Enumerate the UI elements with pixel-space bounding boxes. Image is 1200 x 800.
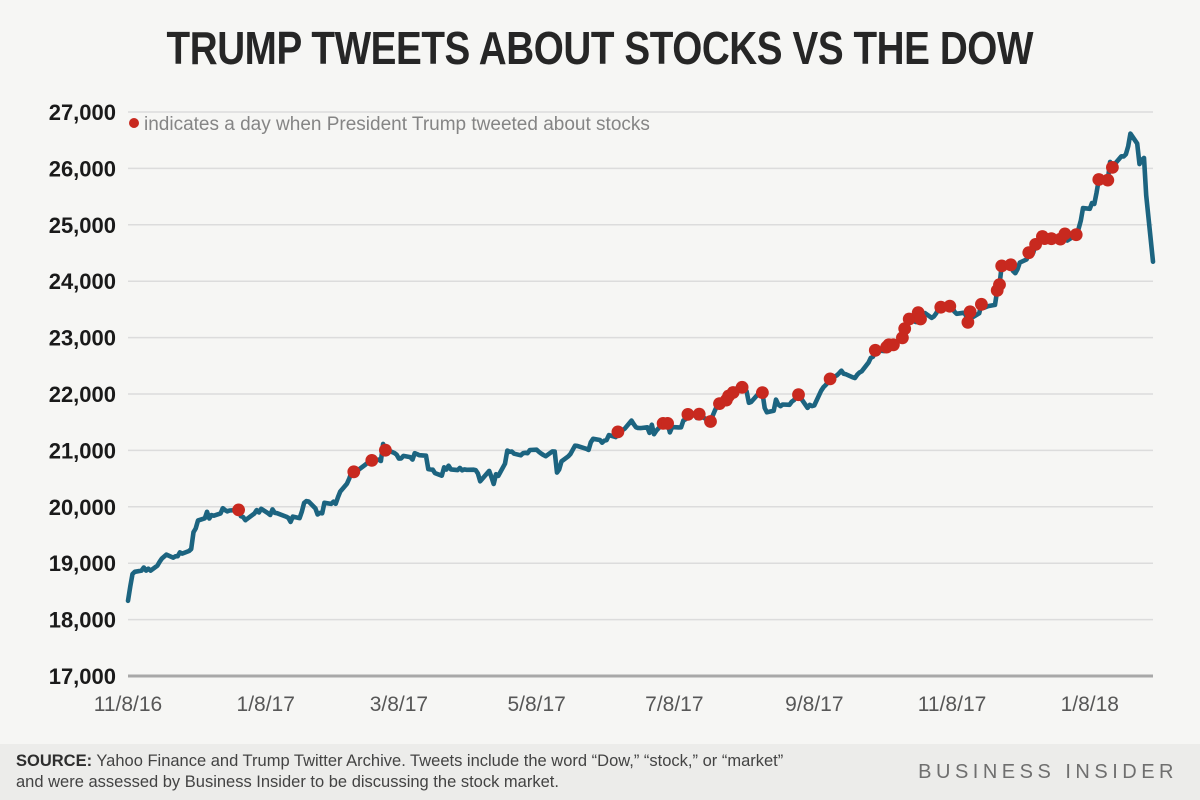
tweet-day-dot bbox=[961, 315, 975, 329]
y-tick-label: 27,000 bbox=[49, 100, 116, 125]
y-tick-label: 23,000 bbox=[49, 326, 116, 351]
tweet-day-dot bbox=[993, 278, 1006, 291]
tweet-day-dot bbox=[898, 322, 912, 336]
x-tick-label: 11/8/16 bbox=[94, 693, 163, 716]
source-text-2: and were assessed by Business Insider to… bbox=[16, 773, 559, 791]
x-tick-label: 3/8/17 bbox=[370, 693, 428, 716]
tweet-day-dot bbox=[756, 386, 769, 399]
x-tick-label: 1/8/18 bbox=[1061, 693, 1119, 716]
dow-line-chart: 17,000 18,000 19,000 20,000 21,000 22,000 23,0… bbox=[49, 100, 1156, 716]
x-tick-label: 1/8/17 bbox=[237, 693, 295, 716]
tweet-day-dot bbox=[661, 417, 674, 430]
tweet-day-dot bbox=[887, 338, 900, 352]
tweet-day-dot bbox=[792, 388, 805, 402]
tweet-day-dot bbox=[963, 305, 977, 319]
legend-tweet-dot-icon bbox=[129, 118, 139, 128]
tweet-day-dot bbox=[1058, 227, 1072, 241]
y-tick-label: 22,000 bbox=[49, 382, 116, 407]
tweet-day-dot bbox=[681, 408, 695, 421]
tweet-day-dot bbox=[379, 443, 392, 457]
tweet-day-dot bbox=[232, 503, 246, 517]
tweet-day-dot bbox=[868, 343, 882, 357]
y-tick-label: 21,000 bbox=[49, 438, 116, 463]
y-tick-label: 19,000 bbox=[49, 551, 116, 576]
y-tick-label: 26,000 bbox=[49, 156, 116, 181]
tweet-day-dot bbox=[611, 425, 625, 439]
y-axis-labels: 17,000 18,000 19,000 20,000 21,000 22,000 23,0… bbox=[49, 100, 116, 689]
source-text-1: Yahoo Finance and Trump Twitter Archive.… bbox=[96, 752, 784, 770]
tweet-day-dot bbox=[704, 415, 717, 428]
tweet-day-dot bbox=[943, 299, 957, 313]
tweet-day-dot bbox=[347, 465, 361, 479]
tweet-day-dot bbox=[692, 407, 706, 421]
tweet-day-dot bbox=[1106, 161, 1119, 174]
chart-title-text: TRUMP TWEETS ABOUT STOCKS VS THE DOW bbox=[166, 22, 1034, 74]
y-tick-label: 25,000 bbox=[49, 213, 116, 238]
source-line-1: SOURCE: Yahoo Finance and Trump Twitter … bbox=[16, 751, 783, 772]
business-insider-logo: BUSINESS INSIDER bbox=[918, 760, 1178, 783]
y-tick-label: 17,000 bbox=[49, 664, 116, 689]
tweet-day-dot bbox=[902, 312, 916, 326]
legend: indicates a day when President Trump twe… bbox=[129, 114, 650, 135]
tweet-day-dot bbox=[365, 454, 379, 467]
x-tick-label: 5/8/17 bbox=[507, 693, 565, 716]
x-tick-label: 9/8/17 bbox=[785, 693, 843, 716]
source-label: SOURCE: bbox=[16, 752, 93, 770]
tweet-day-dot bbox=[1069, 228, 1083, 242]
tweet-day-dot bbox=[975, 297, 988, 311]
tweet-day-dots bbox=[232, 161, 1119, 517]
gridlines bbox=[128, 111, 1153, 678]
x-axis-labels: 11/8/16 1/8/17 3/8/17 5/8/17 7/8/17 9/8/17 11/… bbox=[94, 693, 1119, 716]
dow-line-series bbox=[125, 131, 1156, 604]
tweet-day-dot bbox=[823, 372, 837, 386]
y-tick-label: 18,000 bbox=[49, 608, 116, 633]
tweet-day-dot bbox=[1004, 258, 1018, 272]
legend-label: indicates a day when President Trump twe… bbox=[144, 114, 650, 135]
x-tick-label: 7/8/17 bbox=[645, 693, 703, 716]
source-note: SOURCE: Yahoo Finance and Trump Twitter … bbox=[16, 751, 783, 793]
dow-line bbox=[125, 131, 1156, 604]
y-tick-label: 24,000 bbox=[49, 269, 116, 294]
tweet-day-dot bbox=[735, 380, 749, 394]
tweet-day-dot bbox=[914, 312, 927, 326]
tweet-day-dot bbox=[1101, 173, 1115, 187]
footer: SOURCE: Yahoo Finance and Trump Twitter … bbox=[0, 744, 1200, 800]
x-tick-label: 11/8/17 bbox=[918, 693, 987, 716]
chart-title: TRUMP TWEETS ABOUT STOCKS VS THE DOW bbox=[0, 22, 1200, 74]
tweet-day-dot bbox=[1045, 232, 1058, 246]
y-tick-label: 20,000 bbox=[49, 495, 116, 520]
